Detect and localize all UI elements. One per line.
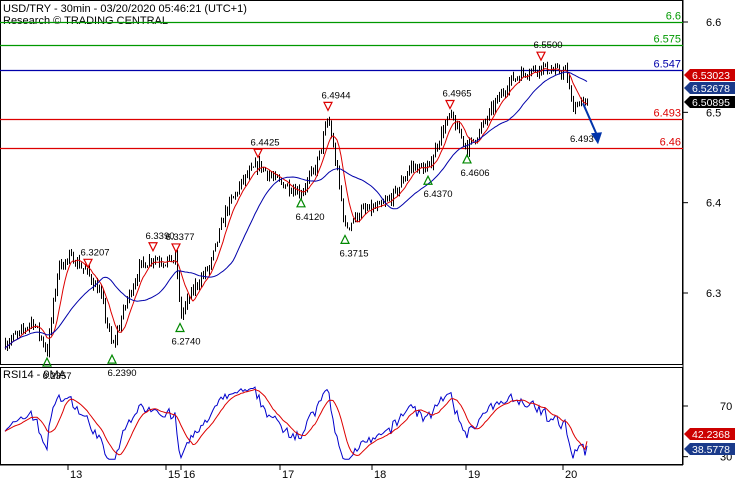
swing-low-marker-12 — [462, 153, 472, 164]
target-label: 6.493 — [570, 134, 594, 145]
swing-low-marker-10 — [423, 174, 433, 185]
chart-header-line2: Research © TRADING CENTRAL — [3, 15, 168, 27]
swing-high-marker-13 — [536, 51, 546, 62]
y-tick-label-2: 6.4 — [706, 198, 721, 210]
price-tag-label-1: 6.52678 — [692, 83, 730, 95]
swing-high-label-3: 6.3390 — [145, 231, 174, 242]
price-tag-label-2: 6.50895 — [692, 97, 730, 109]
swing-high-marker-1 — [83, 258, 93, 269]
price-tag-label-0: 6.53023 — [692, 70, 730, 82]
swing-high-label-13: 6.5500 — [533, 40, 562, 51]
swing-high-marker-8 — [323, 101, 333, 112]
support-resistance-levels: 6.6 6.575 6.547 6.493 6.46 — [0, 11, 683, 150]
forecast-arrow: 6.493 — [570, 102, 602, 145]
rsi-tick-label-0: 70 — [720, 401, 732, 413]
price-panel-frame — [0, 0, 683, 365]
swing-high-label-8: 6.4944 — [321, 90, 350, 101]
swing-low-marker-7 — [296, 197, 306, 208]
y-tick-label-0: 6.6 — [706, 17, 721, 29]
level-label-0: 6.6 — [666, 11, 681, 23]
swing-high-marker-3 — [148, 242, 158, 253]
swing-high-marker-6 — [253, 148, 263, 159]
rsi-ma-line — [4, 388, 588, 457]
rsi-tag-label-0: 42.2368 — [692, 429, 730, 441]
x-tick-label-1: 15 — [168, 469, 180, 480]
rsi-tags: 42.2368 38.5778 — [684, 428, 735, 456]
level-label-3: 6.493 — [653, 108, 681, 120]
rsi-line — [4, 386, 588, 460]
rsi-tag-0 — [684, 428, 735, 440]
swing-low-label-7: 6.4120 — [295, 212, 324, 223]
x-tick-label-0: 13 — [70, 469, 82, 480]
level-label-1: 6.575 — [653, 34, 681, 46]
price-candles — [5, 61, 588, 358]
rsi-tag-1 — [684, 443, 735, 455]
forecast-arrow-head — [591, 132, 602, 145]
y-tick-label-1: 6.5 — [706, 107, 721, 119]
forecast-arrow-shaft — [582, 102, 598, 136]
x-tick-label-3: 17 — [282, 469, 294, 480]
swing-low-label-12: 6.4606 — [460, 168, 489, 179]
ma-fast-line — [4, 67, 588, 349]
swing-low-label-10: 6.4370 — [423, 189, 452, 200]
price-tag-2 — [684, 96, 735, 108]
swing-low-marker-2 — [107, 353, 117, 364]
swing-low-label-5: 6.2740 — [171, 336, 200, 347]
price-tag-1 — [684, 82, 735, 94]
x-tick-label-6: 20 — [565, 469, 577, 480]
swing-high-label-11: 6.4965 — [442, 88, 471, 99]
swing-high-label-1: 6.3207 — [80, 247, 109, 258]
chart-header-line1: USD/TRY - 30min - 03/20/2020 05:46:21 (U… — [3, 3, 247, 15]
rsi-panel-frame — [0, 367, 683, 465]
swing-low-marker-9 — [340, 234, 350, 245]
swing-high-marker-4 — [171, 243, 181, 254]
swing-low-label-0: 6.2357 — [42, 371, 71, 382]
price-tag-0 — [684, 69, 735, 81]
x-tick-label-2: 16 — [183, 469, 195, 480]
level-label-4: 6.46 — [660, 137, 681, 149]
swing-high-label-4: 6.3377 — [165, 232, 194, 243]
swing-low-marker-5 — [175, 322, 185, 333]
swing-low-label-2: 6.2390 — [107, 368, 136, 379]
swing-high-marker-11 — [445, 99, 455, 110]
time-axis-labels: 13 15 16 17 18 19 20 — [67, 465, 577, 480]
y-tick-label-3: 6.3 — [706, 288, 721, 300]
x-tick-label-4: 18 — [374, 469, 386, 480]
rsi-panel-title: RSI14 - 9MA — [3, 369, 67, 381]
ma-slow-line — [4, 71, 588, 349]
price-axis-labels: 6.6 6.5 6.4 6.3 — [683, 17, 721, 300]
swing-high-label-6: 6.4425 — [250, 137, 279, 148]
swing-low-label-9: 6.3715 — [339, 248, 368, 259]
x-tick-label-5: 19 — [468, 469, 480, 480]
level-label-2: 6.547 — [653, 59, 681, 71]
swing-low-marker-0 — [42, 356, 52, 367]
rsi-tag-label-1: 38.5778 — [692, 444, 730, 456]
